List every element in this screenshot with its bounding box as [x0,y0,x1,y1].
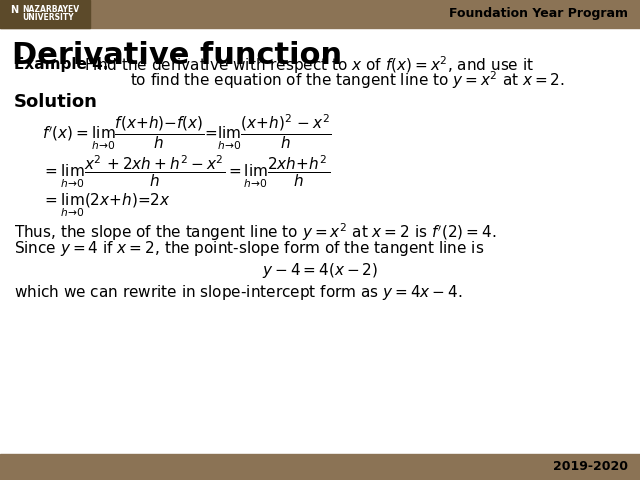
Text: Thus, the slope of the tangent line to $y = x^2$ at $x = 2$ is $f'(2) = 4$.: Thus, the slope of the tangent line to $… [14,221,497,243]
Text: Find the derivative with respect to $x$ of $f(x) = x^2$, and use it: Find the derivative with respect to $x$ … [84,54,534,76]
Text: N: N [10,5,18,15]
Text: which we can rewrite in slope-intercept form as $y = 4x - 4$.: which we can rewrite in slope-intercept … [14,283,463,301]
Text: to find the equation of the tangent line to $y = x^2$ at $x = 2$.: to find the equation of the tangent line… [130,69,565,91]
Text: $f'(x) = \lim_{h\to 0}\dfrac{f(x+h)-f(x)}{h} = \lim_{h\to 0}\dfrac{(x+h)^2-x^2}{: $f'(x) = \lim_{h\to 0}\dfrac{f(x+h)-f(x)… [42,112,332,152]
Text: Example 4.: Example 4. [14,58,108,72]
Text: $= \lim_{h\to 0}\dfrac{x^2+2xh+h^2-x^2}{h} = \lim_{h\to 0}\dfrac{2xh+h^2}{h}$: $= \lim_{h\to 0}\dfrac{x^2+2xh+h^2-x^2}{… [42,154,331,191]
Text: 2019-2020: 2019-2020 [553,460,628,473]
Text: $= \lim_{h\to 0}(2x+h) = 2x$: $= \lim_{h\to 0}(2x+h) = 2x$ [42,192,171,218]
Text: $y - 4 = 4(x-2)$: $y - 4 = 4(x-2)$ [262,261,378,279]
Bar [0,454,640,480]
Text: Foundation Year Program: Foundation Year Program [449,8,628,21]
Bar [0,0,90,28]
Bar [0,0,640,28]
Text: UNIVERSITY: UNIVERSITY [22,13,74,23]
Text: NAZARBAYEV: NAZARBAYEV [22,5,79,14]
Text: Solution: Solution [14,93,98,111]
Text: Derivative function: Derivative function [12,41,342,71]
Text: Since $y = 4$ if $x = 2$, the point-slope form of the tangent line is: Since $y = 4$ if $x = 2$, the point-slop… [14,239,484,257]
